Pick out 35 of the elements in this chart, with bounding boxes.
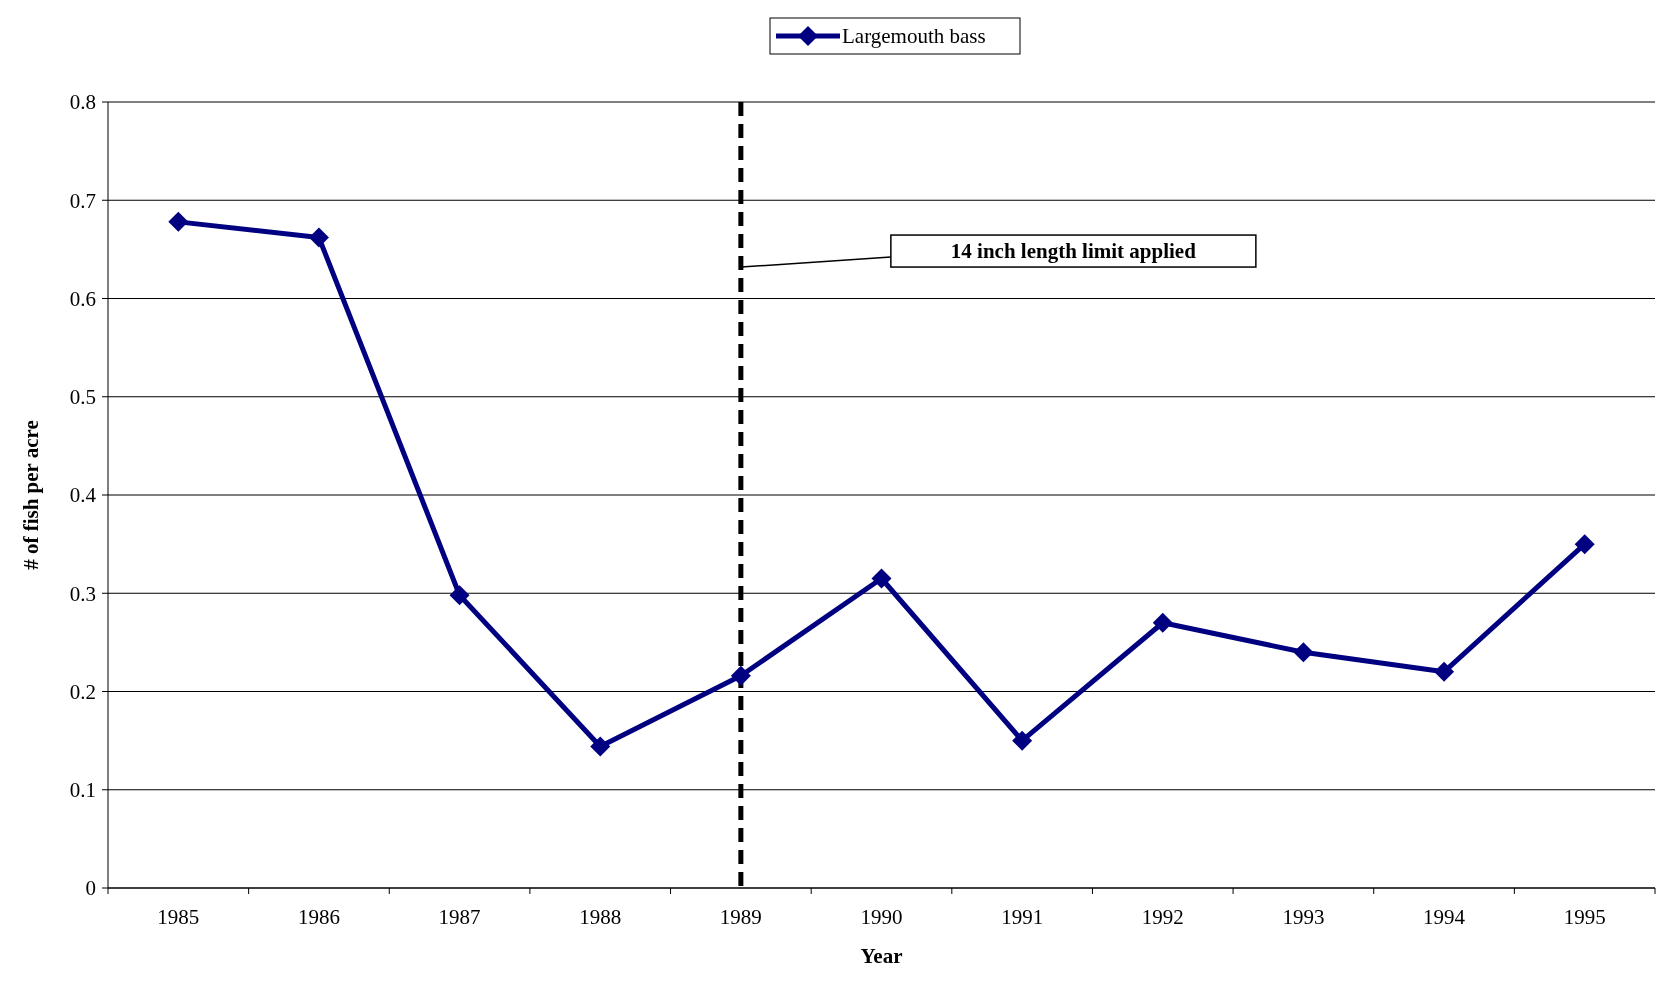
x-tick-label: 1991: [1001, 905, 1044, 929]
point: [308, 227, 329, 248]
x-tick-label: 1994: [1423, 905, 1466, 929]
y-tick-label: 0.8: [69, 90, 96, 115]
y-tick-label: 0.5: [69, 385, 96, 410]
annotation: 14 inch length limit applied: [950, 239, 1197, 264]
y-tick-label: 0.2: [69, 679, 96, 704]
x-tick-label: 1987: [438, 905, 481, 929]
point: [590, 736, 611, 757]
x-tick-label: 1990: [860, 905, 903, 929]
y-tick-label: 0.7: [69, 188, 96, 213]
y-tick-label: 0: [85, 876, 96, 901]
point: [871, 568, 892, 589]
point: [449, 585, 470, 606]
point: [1012, 730, 1033, 751]
x-axis-title: Year: [860, 944, 903, 968]
point: [730, 665, 751, 686]
y-axis-title: # of fish per acre: [19, 420, 43, 570]
x-tick-label: 1995: [1563, 905, 1606, 929]
y-tick-label: 0.3: [69, 581, 96, 606]
x-tick-label: 1986: [297, 905, 340, 929]
legend-label: Largemouth bass: [842, 24, 986, 49]
point: [1574, 534, 1595, 555]
point: [1293, 642, 1314, 663]
x-tick-label: 1993: [1282, 905, 1325, 929]
x-tick-label: 1992: [1141, 905, 1184, 929]
y-tick-label: 0.1: [69, 778, 96, 803]
x-tick-label: 1988: [579, 905, 622, 929]
y-tick-label: 0.6: [69, 286, 96, 311]
x-tick-label: 1989: [719, 905, 762, 929]
point: [1152, 612, 1173, 633]
point: [168, 211, 189, 232]
point: [1434, 661, 1455, 682]
y-tick-label: 0.4: [69, 483, 97, 508]
x-tick-label: 1985: [157, 905, 200, 929]
